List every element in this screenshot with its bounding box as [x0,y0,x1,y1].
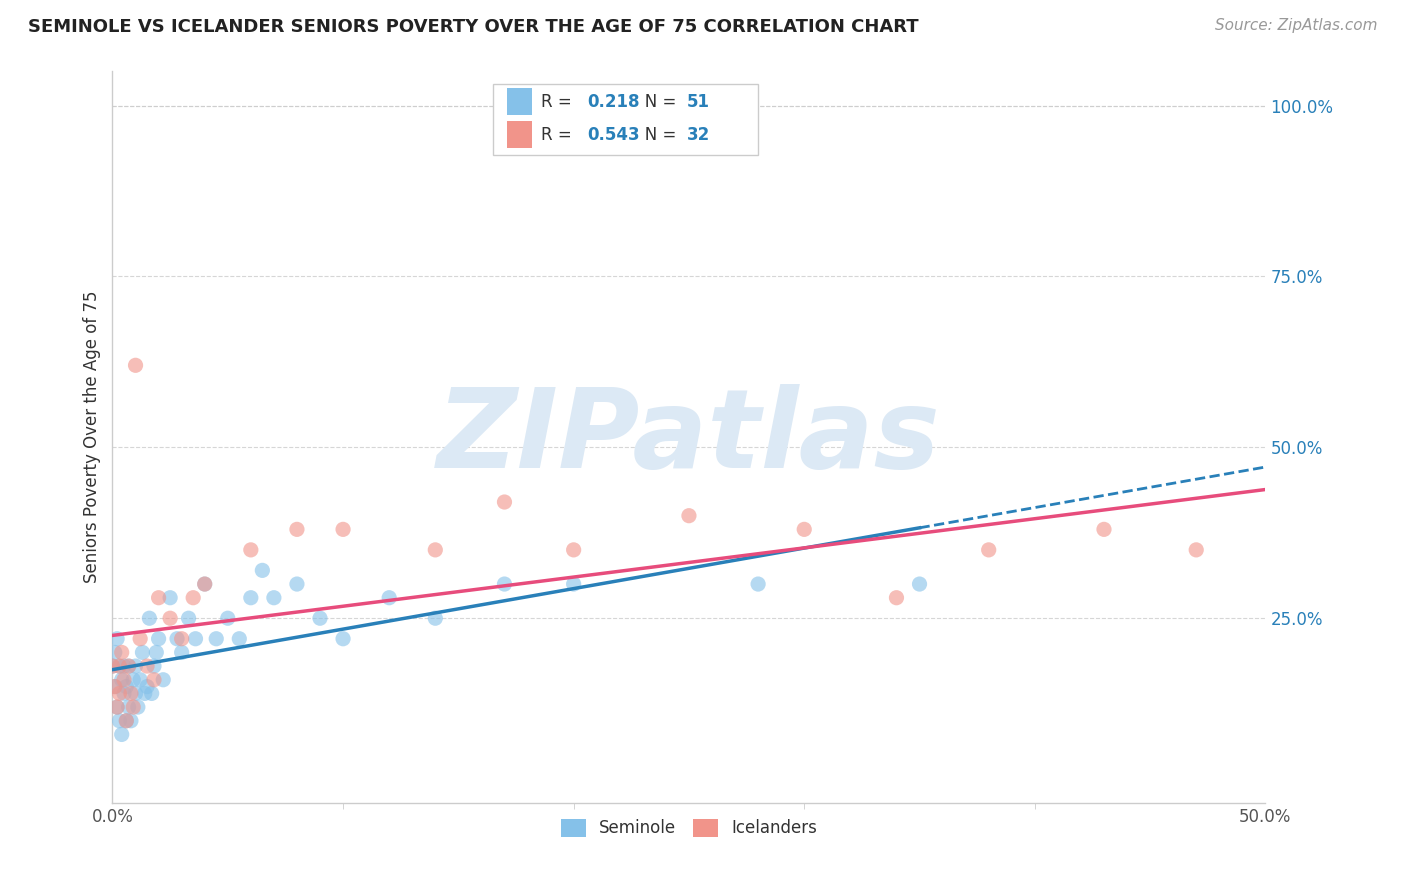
Text: 32: 32 [686,127,710,145]
Point [136,680,159,694]
Point [108,659,131,673]
Point [101,659,124,673]
Point [159,591,181,605]
Point [170,645,193,659]
Point [141,686,163,700]
Point [129,632,152,646]
Point [105,700,128,714]
Y-axis label: Seniors Poverty Over the Age of 75: Seniors Poverty Over the Age of 75 [83,291,101,583]
Point [145,645,167,659]
Point [131,645,153,659]
Point [120,686,142,700]
FancyBboxPatch shape [506,120,531,148]
Point [152,673,174,687]
Point [332,632,354,646]
Point [205,632,228,646]
FancyBboxPatch shape [506,87,531,115]
Point [908,577,931,591]
Point [108,659,131,673]
Point [104,680,127,694]
Point [105,632,128,646]
Point [117,700,139,714]
Point [115,714,138,728]
Point [239,591,262,605]
FancyBboxPatch shape [494,84,758,155]
Text: R =: R = [541,94,578,112]
Point [1092,522,1115,536]
Point [112,659,135,673]
Point [562,542,585,557]
Point [494,577,516,591]
Point [111,727,134,741]
Point [747,577,769,591]
Point [112,673,135,687]
Text: 0.218: 0.218 [588,94,640,112]
Text: N =: N = [628,94,682,112]
Point [217,611,239,625]
Point [108,686,131,700]
Point [127,700,149,714]
Point [112,686,135,700]
Point [332,522,354,536]
Text: 51: 51 [686,94,710,112]
Text: Source: ZipAtlas.com: Source: ZipAtlas.com [1215,18,1378,33]
Point [285,522,308,536]
Point [122,700,145,714]
Point [124,659,146,673]
Text: 0.543: 0.543 [588,127,640,145]
Point [117,659,139,673]
Point [228,632,250,646]
Point [177,611,200,625]
Point [977,542,1000,557]
Point [263,591,285,605]
Point [378,591,401,605]
Point [309,611,332,625]
Point [678,508,700,523]
Point [184,632,207,646]
Point [181,591,204,605]
Point [1185,542,1208,557]
Text: N =: N = [628,127,682,145]
Point [108,714,131,728]
Text: ZIPatlas: ZIPatlas [437,384,941,491]
Point [425,542,447,557]
Point [143,659,166,673]
Point [124,359,146,373]
Point [115,714,138,728]
Point [122,673,145,687]
Point [115,680,138,694]
Point [494,495,516,509]
Point [239,542,262,557]
Point [105,700,128,714]
Point [194,577,217,591]
Text: R =: R = [541,127,578,145]
Point [793,522,815,536]
Point [111,673,134,687]
Point [104,645,127,659]
Point [129,673,152,687]
Point [148,591,170,605]
Point [166,632,188,646]
Point [111,645,134,659]
Point [104,680,127,694]
Point [138,611,160,625]
Point [886,591,908,605]
Point [136,659,159,673]
Point [285,577,308,591]
Point [124,686,146,700]
Point [148,632,170,646]
Point [117,659,139,673]
Point [425,611,447,625]
Point [194,577,217,591]
Point [120,714,142,728]
Point [159,611,181,625]
Point [170,632,193,646]
Point [101,659,124,673]
Point [562,577,585,591]
Point [143,673,166,687]
Legend: Seminole, Icelanders: Seminole, Icelanders [553,810,825,846]
Point [252,563,274,577]
Text: SEMINOLE VS ICELANDER SENIORS POVERTY OVER THE AGE OF 75 CORRELATION CHART: SEMINOLE VS ICELANDER SENIORS POVERTY OV… [28,18,918,36]
Point [134,686,156,700]
